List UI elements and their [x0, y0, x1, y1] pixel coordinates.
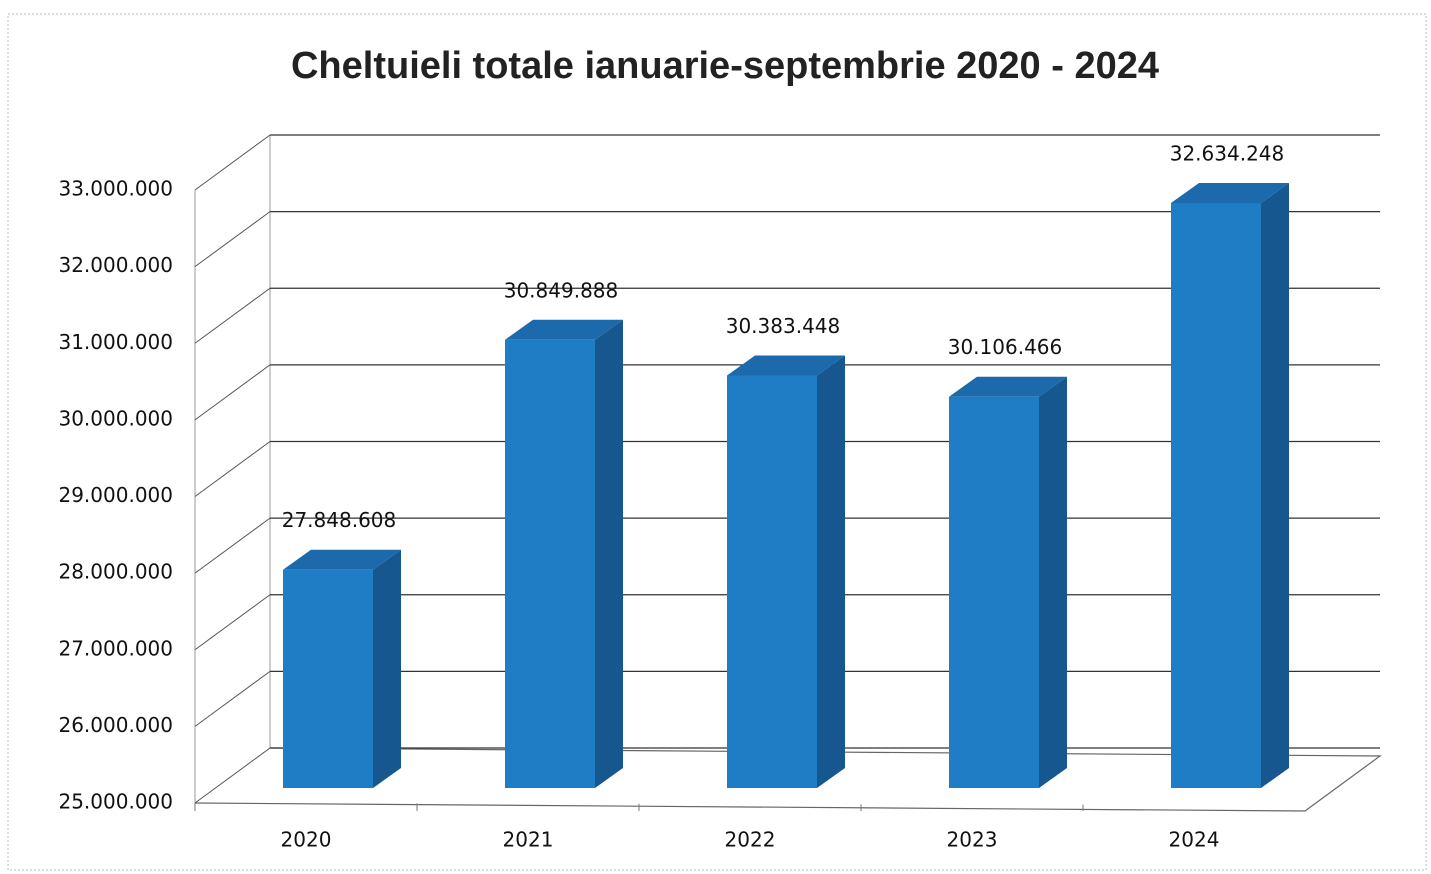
- x-tick-label: 2023: [947, 828, 998, 852]
- wall-grid-line: [194, 517, 271, 574]
- bar-side: [373, 549, 401, 788]
- wall-grid-line: [194, 134, 271, 191]
- bar-front: [1171, 203, 1261, 788]
- bar: [727, 355, 845, 788]
- data-label: 32.634.248: [1170, 142, 1285, 166]
- data-label: 30.106.466: [948, 335, 1063, 359]
- y-tick-label: 33.000.000: [58, 177, 173, 201]
- y-tick-label: 31.000.000: [58, 330, 173, 354]
- bar: [949, 376, 1067, 788]
- wall-grid-line: [194, 670, 271, 727]
- bar: [283, 549, 401, 788]
- bar: [505, 319, 623, 788]
- wall-grid-line: [194, 364, 271, 421]
- wall-grid-line: [194, 211, 271, 268]
- x-tick-label: 2021: [503, 828, 554, 852]
- bar-top: [949, 376, 1067, 397]
- bar-top: [505, 319, 623, 340]
- y-tick-label: 26.000.000: [58, 713, 173, 737]
- x-tick-label: 2020: [281, 828, 332, 852]
- bar-front: [949, 396, 1039, 788]
- y-tick-label: 25.000.000: [58, 790, 173, 814]
- data-label: 30.849.888: [504, 278, 619, 302]
- chart-frame: [7, 13, 1427, 871]
- y-tick-label: 32.000.000: [58, 253, 173, 277]
- bar-front: [727, 375, 817, 788]
- bar: [1171, 183, 1289, 788]
- bar-side: [595, 319, 623, 788]
- y-tick-label: 27.000.000: [58, 636, 173, 660]
- x-tick-label: 2022: [725, 828, 776, 852]
- bar-side: [817, 355, 845, 788]
- wall-grid-line: [194, 594, 271, 651]
- bar-side: [1039, 376, 1067, 788]
- data-label: 30.383.448: [726, 314, 841, 338]
- wall-grid-line: [194, 441, 271, 497]
- y-tick-label: 29.000.000: [58, 483, 173, 507]
- wall-grid-line: [194, 747, 271, 804]
- bar-top: [283, 549, 401, 570]
- y-tick-label: 30.000.000: [58, 406, 173, 430]
- x-tick-label: 2024: [1169, 828, 1220, 852]
- wall-grid-line: [194, 287, 271, 344]
- bar-front: [505, 339, 595, 788]
- data-label: 27.848.608: [282, 508, 397, 532]
- bar-side: [1261, 183, 1289, 788]
- bar-front: [283, 569, 373, 788]
- y-tick-label: 28.000.000: [58, 560, 173, 584]
- bar-top: [727, 355, 845, 376]
- chart-title: Cheltuieli totale ianuarie-septembrie 20…: [291, 45, 1159, 87]
- bar-top: [1171, 183, 1289, 204]
